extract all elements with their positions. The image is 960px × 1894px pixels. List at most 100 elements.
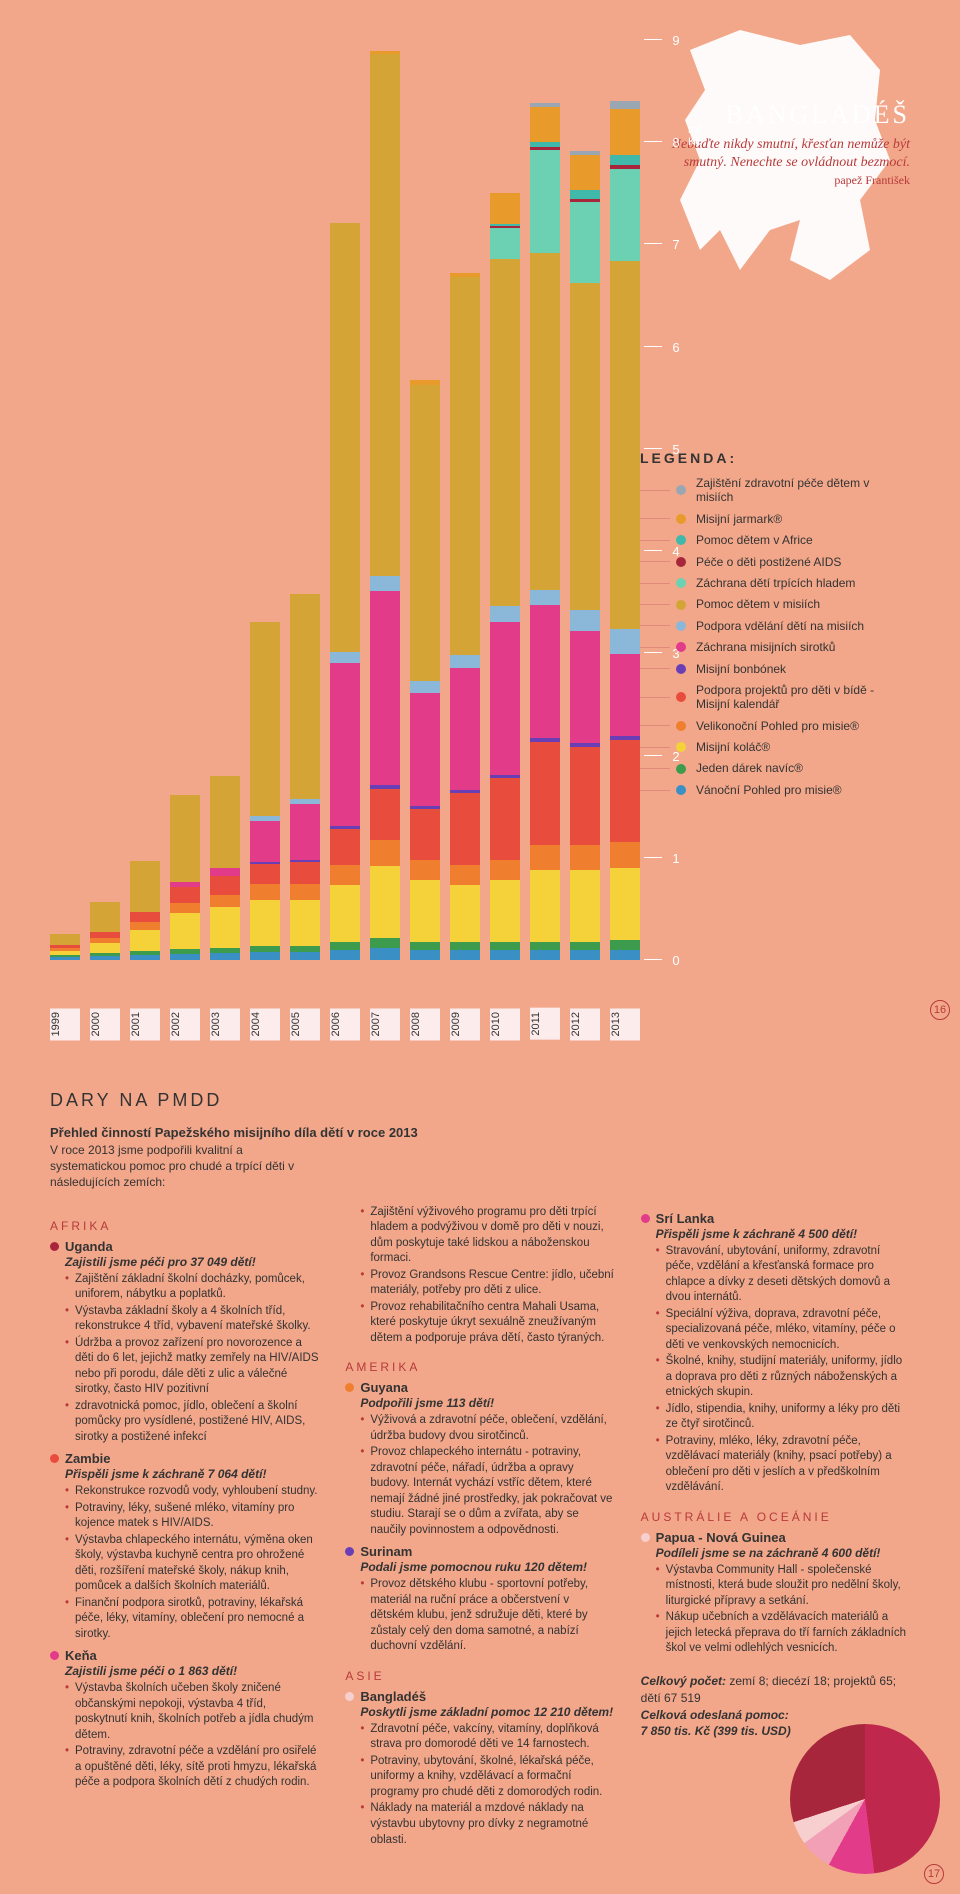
- segment-vzdelani: [330, 652, 360, 662]
- segment-vanoce: [570, 950, 600, 960]
- bullet-item: Výstavba základní školy a 4 školních tří…: [65, 1304, 319, 1335]
- text-columns: AFRIKAUgandaZajistili jsme péči pro 37 0…: [50, 1205, 910, 1854]
- bar-2003: [210, 776, 240, 960]
- segment-velikon: [450, 865, 480, 885]
- bar-2005: [290, 594, 320, 960]
- bullet-item: Potraviny, mléko, léky, zdravotní péče, …: [656, 1434, 910, 1496]
- segment-hlad: [490, 228, 520, 259]
- legend-swatch: [676, 764, 686, 774]
- segment-misie: [410, 385, 440, 681]
- segment-kalendar: [490, 778, 520, 860]
- y-tick: [644, 448, 662, 449]
- x-label: 2004: [250, 1008, 280, 1040]
- segment-sirotci: [370, 591, 400, 785]
- bullet-item: Nákup učebních a vzdělávacích materiálů …: [656, 1610, 910, 1657]
- segment-kolac: [290, 900, 320, 946]
- country-dot-icon: [345, 1383, 354, 1392]
- legend-item: Velikonoční Pohled pro misie®: [640, 719, 910, 733]
- segment-kolac: [570, 870, 600, 942]
- country-dot-icon: [641, 1214, 650, 1223]
- segment-vanoce: [210, 953, 240, 960]
- segment-vanoce: [490, 950, 520, 960]
- bar-2009: [450, 273, 480, 960]
- bar-2004: [250, 622, 280, 960]
- segment-kalendar: [570, 747, 600, 844]
- y-tick-label: 7: [664, 237, 688, 252]
- bullet-item: Zajištění výživového programu pro děti t…: [360, 1205, 614, 1267]
- legend-swatch: [676, 578, 686, 588]
- segment-sirotci: [610, 654, 640, 736]
- segment-velikon: [170, 903, 200, 913]
- country-name: Papua - Nová Guinea: [656, 1530, 786, 1545]
- bullet-list: Zajištění základní školní docházky, pomů…: [65, 1272, 319, 1446]
- country-name: Uganda: [65, 1239, 113, 1254]
- segment-darek: [410, 942, 440, 950]
- legend-swatch: [676, 535, 686, 545]
- region-heading: ASIE: [345, 1669, 614, 1683]
- segment-jarmark: [490, 193, 520, 224]
- legend-connector: [640, 604, 670, 605]
- x-label: 2007: [370, 1008, 400, 1040]
- region-heading: AUSTRÁLIE A OCEÁNIE: [641, 1510, 910, 1524]
- bullet-item: Provoz rehabilitačního centra Mahali Usa…: [360, 1300, 614, 1347]
- x-label: 2009: [450, 1008, 480, 1040]
- segment-vanoce: [530, 950, 560, 960]
- country-heading: Keňa: [50, 1648, 319, 1663]
- segment-velikon: [410, 860, 440, 880]
- bullet-item: Provoz dětského klubu - sportovní potřeb…: [360, 1577, 614, 1655]
- country-name: Surinam: [360, 1544, 412, 1559]
- segment-jarmark: [610, 109, 640, 155]
- totals-value-2: 7 850 tis. Kč (399 tis. USD): [641, 1724, 791, 1738]
- country-heading: Guyana: [345, 1380, 614, 1395]
- segment-sirotci: [410, 693, 440, 805]
- segment-vzdelani: [530, 590, 560, 605]
- segment-kolac: [450, 885, 480, 941]
- legend-label: Zajištění zdravotní péče dětem v misiích: [696, 476, 910, 505]
- segment-kolac: [250, 900, 280, 946]
- y-tick: [644, 346, 662, 347]
- legend-connector: [640, 540, 670, 541]
- country-heading: Papua - Nová Guinea: [641, 1530, 910, 1545]
- legend-connector: [640, 561, 670, 562]
- legend-label: Jeden dárek navíc®: [696, 761, 803, 775]
- legend-swatch: [676, 621, 686, 631]
- legend-label: Záchrana dětí trpících hladem: [696, 576, 855, 590]
- chart-plot-area: 0123456789mil. Kč: [50, 40, 650, 960]
- segment-sirotci: [490, 622, 520, 775]
- bar-2000: [90, 902, 120, 960]
- segment-kolac: [170, 913, 200, 949]
- country-dot-icon: [345, 1692, 354, 1701]
- country-dot-icon: [50, 1651, 59, 1660]
- segment-kolac: [370, 866, 400, 938]
- segment-misie: [490, 259, 520, 607]
- legend-connector: [640, 490, 670, 491]
- legend-title: LEGENDA:: [640, 450, 910, 466]
- segment-vanoce: [130, 955, 160, 960]
- bar-2012: [570, 151, 600, 961]
- bullet-list: Výstavba Community Hall - společenské mí…: [656, 1563, 910, 1657]
- legend-connector: [640, 768, 670, 769]
- legend-item: Péče o děti postižené AIDS: [640, 555, 910, 569]
- legend-connector: [640, 747, 670, 748]
- legend-swatch: [676, 600, 686, 610]
- bullet-list: Zajištění výživového programu pro děti t…: [360, 1205, 614, 1347]
- legend-swatch: [676, 785, 686, 795]
- bullet-item: Potraviny, léky, sušené mléko, vitamíny …: [65, 1501, 319, 1532]
- legend-label: Misijní jarmark®: [696, 512, 782, 526]
- y-tick-label: 1: [664, 851, 688, 866]
- legend-connector: [640, 518, 670, 519]
- segment-misie: [50, 934, 80, 944]
- legend-connector: [640, 647, 670, 648]
- segment-vzdelani: [450, 655, 480, 667]
- segment-vanoce: [90, 956, 120, 960]
- bullet-item: Výživová a zdravotní péče, oblečení, vzd…: [360, 1413, 614, 1444]
- legend-label: Podpora projektů pro děti v bídě - Misij…: [696, 683, 910, 712]
- segment-misie: [570, 283, 600, 610]
- segment-misie: [610, 261, 640, 629]
- legend-label: Misijní bonbónek: [696, 662, 786, 676]
- country-heading: Surinam: [345, 1544, 614, 1559]
- segment-sirotci: [570, 631, 600, 743]
- country-name: Srí Lanka: [656, 1211, 715, 1226]
- segment-vzdelani: [370, 576, 400, 591]
- y-unit-label: mil. Kč: [688, 124, 705, 148]
